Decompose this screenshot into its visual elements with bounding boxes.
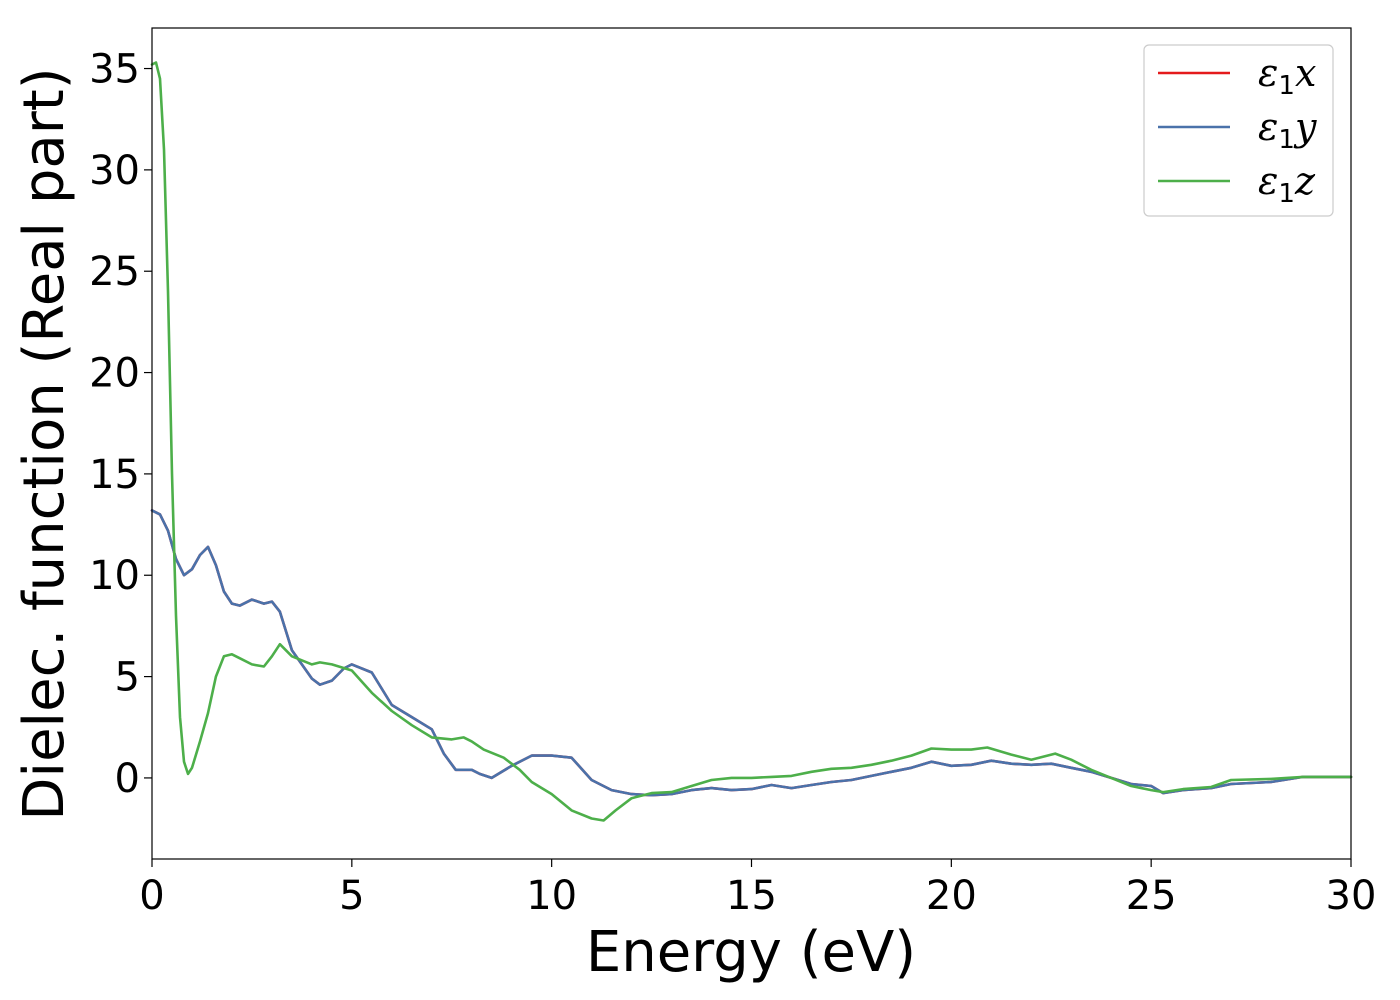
y-axis-title: Dielec. function (Real part)	[12, 67, 77, 820]
x-axis-ticks: 0 5 10 15 20 25 30	[139, 859, 1376, 919]
x-tick-label: 20	[926, 873, 977, 919]
series-line-z	[150, 61, 1353, 822]
x-axis-title: Energy (eV)	[586, 920, 916, 985]
y-tick-label: 35	[89, 47, 140, 93]
legend-label-y: ε1y	[1258, 105, 1317, 155]
y-tick-label: 5	[115, 655, 140, 701]
x-tick-label: 5	[339, 873, 364, 919]
plot-lines	[150, 61, 1353, 822]
series-line-y	[150, 509, 1353, 797]
legend-label-x: ε1x	[1258, 51, 1316, 101]
legend-label-z: ε1z	[1258, 159, 1316, 209]
y-tick-label: 10	[89, 553, 140, 599]
y-tick-label: 20	[89, 351, 140, 397]
y-tick-label: 15	[89, 452, 140, 498]
y-tick-label: 30	[89, 148, 140, 194]
x-tick-label: 25	[1126, 873, 1177, 919]
x-tick-label: 15	[726, 873, 777, 919]
legend-box	[1143, 44, 1334, 217]
y-tick-label: 25	[89, 249, 140, 295]
y-axis-ticks: 0 5 10 15 20 25 30 35	[89, 47, 152, 802]
x-tick-label: 30	[1326, 873, 1377, 919]
y-tick-label: 0	[115, 756, 140, 802]
x-tick-label: 10	[526, 873, 577, 919]
x-tick-label: 0	[139, 873, 164, 919]
